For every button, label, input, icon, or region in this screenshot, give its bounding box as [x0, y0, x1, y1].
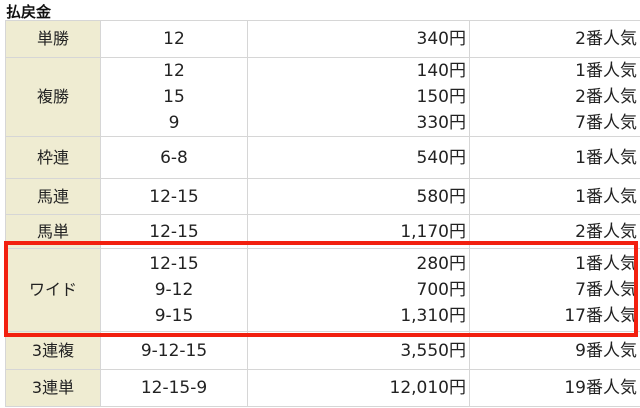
payout-amount: 150円	[416, 87, 466, 107]
payout-amount: 280円	[416, 254, 466, 274]
popularity: 19番人気	[564, 378, 637, 398]
horse-numbers: 12-15-9	[140, 378, 208, 398]
payout-amount-cell: 1,170円	[247, 214, 470, 249]
payout-amount: 1,170円	[400, 221, 466, 242]
popularity: 2番人気	[575, 87, 637, 107]
popularity-cell: 1番人気 2番人気 7番人気	[469, 57, 640, 137]
payout-amount: 3,550円	[400, 340, 466, 361]
payout-table: 単勝 12 340円 2番人気 複勝 12 15 9 140円 150円 330円 1番人気 2番人気 7…	[5, 20, 640, 407]
horse-numbers-cell: 12	[100, 20, 248, 58]
popularity-cell: 1番人気	[469, 178, 640, 215]
bet-type: 複勝	[5, 57, 101, 137]
payout-amount: 700円	[416, 280, 466, 300]
payout-amount-cell: 580円	[247, 178, 470, 215]
payout-amount-cell: 340円	[247, 20, 470, 58]
horse-numbers-cell: 12-15-9	[100, 369, 248, 407]
payout-row: 複勝 12 15 9 140円 150円 330円 1番人気 2番人気 7番人気	[5, 57, 640, 137]
payout-amount-cell: 12,010円	[247, 369, 470, 407]
bet-type: 単勝	[5, 20, 101, 58]
popularity: 7番人気	[575, 113, 637, 133]
horse-numbers: 15	[163, 87, 185, 107]
popularity-cell: 19番人気	[469, 369, 640, 407]
popularity: 17番人気	[564, 306, 637, 326]
payout-row: 馬連 12-15 580円 1番人気	[5, 178, 640, 215]
horse-numbers: 6-8	[160, 147, 188, 168]
horse-numbers: 9-15	[154, 306, 194, 326]
horse-numbers-cell: 12-15	[100, 214, 248, 249]
payout-amount: 580円	[416, 186, 466, 207]
payout-row: ワイド 12-15 9-12 9-15 280円 700円 1,310円 1番人気 7番人気 17…	[5, 248, 640, 332]
payout-row: 馬単 12-15 1,170円 2番人気	[5, 214, 640, 249]
popularity: 9番人気	[575, 340, 637, 361]
horse-numbers: 12-15	[149, 254, 199, 274]
horse-numbers: 9-12	[154, 280, 194, 300]
popularity: 2番人気	[575, 221, 637, 242]
payout-row: 単勝 12 340円 2番人気	[5, 20, 640, 58]
bet-type: 枠連	[5, 136, 101, 179]
horse-numbers: 9	[168, 113, 180, 133]
payout-amount-cell: 140円 150円 330円	[247, 57, 470, 137]
bet-type: 3連単	[5, 369, 101, 407]
payout-amount: 540円	[416, 147, 466, 168]
bet-type: 馬単	[5, 214, 101, 249]
horse-numbers: 12-15	[149, 221, 199, 242]
payout-amount: 1,310円	[400, 306, 466, 326]
bet-type: 馬連	[5, 178, 101, 215]
horse-numbers-cell: 12-15 9-12 9-15	[100, 248, 248, 332]
payout-row: 3連複 9-12-15 3,550円 9番人気	[5, 331, 640, 370]
payout-amount-cell: 280円 700円 1,310円	[247, 248, 470, 332]
popularity-cell: 2番人気	[469, 20, 640, 58]
horse-numbers: 12-15	[149, 186, 199, 207]
horse-numbers-cell: 12 15 9	[100, 57, 248, 137]
horse-numbers: 9-12-15	[140, 340, 208, 361]
horse-numbers: 12	[163, 61, 185, 81]
horse-numbers-cell: 12-15	[100, 178, 248, 215]
bet-type: 3連複	[5, 331, 101, 370]
popularity-cell: 1番人気 7番人気 17番人気	[469, 248, 640, 332]
popularity: 1番人気	[575, 61, 637, 81]
horse-numbers: 12	[163, 29, 185, 49]
popularity: 1番人気	[575, 147, 637, 168]
popularity-cell: 2番人気	[469, 214, 640, 249]
payout-amount: 140円	[416, 61, 466, 81]
bet-type: ワイド	[5, 248, 101, 332]
payout-amount-cell: 540円	[247, 136, 470, 179]
payout-row: 3連単 12-15-9 12,010円 19番人気	[5, 369, 640, 407]
payout-amount: 330円	[416, 113, 466, 133]
horse-numbers-cell: 6-8	[100, 136, 248, 179]
payout-row: 枠連 6-8 540円 1番人気	[5, 136, 640, 179]
popularity-cell: 1番人気	[469, 136, 640, 179]
popularity: 1番人気	[575, 186, 637, 207]
payout-amount: 340円	[416, 29, 466, 49]
popularity: 2番人気	[575, 29, 637, 49]
popularity: 1番人気	[575, 254, 637, 274]
popularity: 7番人気	[575, 280, 637, 300]
payout-amount-cell: 3,550円	[247, 331, 470, 370]
payout-title: 払戻金	[6, 3, 52, 21]
popularity-cell: 9番人気	[469, 331, 640, 370]
horse-numbers-cell: 9-12-15	[100, 331, 248, 370]
payout-amount: 12,010円	[389, 378, 466, 398]
